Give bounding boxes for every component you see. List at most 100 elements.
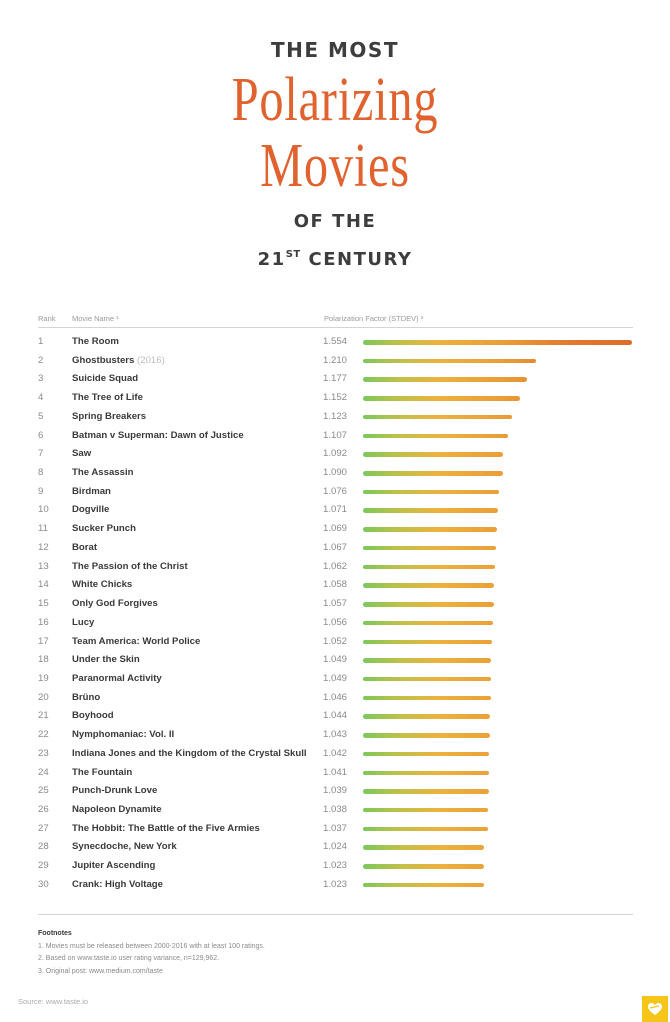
polarization-value-cell: 1.057 xyxy=(323,598,348,610)
footnote-3: 3. Original post: www.medium.com/taste xyxy=(38,967,163,975)
bar-track xyxy=(363,414,512,420)
table-row: 13 The Passion of the Christ 1.062 xyxy=(38,558,638,577)
rank-cell: 12 xyxy=(38,541,49,553)
rank-cell: 8 xyxy=(38,467,44,479)
rank-cell: 26 xyxy=(38,803,49,815)
century-word: CENTURY xyxy=(308,249,413,270)
table-row: 9 Birdman 1.076 xyxy=(38,483,638,502)
polarization-value-cell: 1.210 xyxy=(323,354,348,366)
table-row: 17 Team America: World Police 1.052 xyxy=(38,633,638,652)
rank-cell: 20 xyxy=(38,691,49,703)
bar-track xyxy=(363,733,490,738)
bar-track xyxy=(363,471,503,476)
rank-cell: 17 xyxy=(38,635,49,647)
rank-cell: 15 xyxy=(38,598,49,610)
rank-cell: 3 xyxy=(38,373,44,385)
bar-track xyxy=(363,882,485,888)
polarization-bar xyxy=(363,433,508,439)
polarization-bar xyxy=(363,602,494,607)
rank-cell: 16 xyxy=(38,616,49,628)
heart-logo-icon xyxy=(642,996,668,1022)
footnote-2: 2. Based on www.taste.io user rating var… xyxy=(38,955,220,962)
title-line-polarizing: Polarizing xyxy=(231,66,439,134)
movie-title: Birdman xyxy=(72,485,111,497)
bar-track xyxy=(363,433,508,439)
polarization-bar xyxy=(363,845,485,850)
bar-track xyxy=(363,602,494,607)
movie-title: Napoleon Dynamite xyxy=(72,803,162,815)
polarization-bar xyxy=(363,545,497,551)
polarization-bar xyxy=(363,620,494,626)
polarization-bar xyxy=(363,452,504,457)
bar-track xyxy=(363,527,497,532)
rank-cell: 10 xyxy=(38,504,49,516)
table-row: 18 Under the Skin 1.049 xyxy=(38,651,638,670)
header-rank: Rank xyxy=(38,314,56,323)
rank-cell: 6 xyxy=(38,429,44,441)
movie-name-cell: The Passion of the Christ xyxy=(72,558,188,577)
movie-title: Suicide Squad xyxy=(72,373,139,385)
rank-cell: 23 xyxy=(38,747,49,759)
polarization-bar xyxy=(363,882,485,888)
table-row: 7 Saw 1.092 xyxy=(38,445,638,464)
polarization-value-cell: 1.023 xyxy=(323,860,348,872)
rank-cell: 4 xyxy=(38,392,44,404)
movie-name-cell: The Assassin xyxy=(72,464,134,483)
title-line-century: 21ST CENTURY xyxy=(0,243,670,272)
polarization-value-cell: 1.039 xyxy=(323,785,348,797)
title-line-of-the: OF THE xyxy=(293,211,377,232)
polarization-value-cell: 1.037 xyxy=(323,822,348,834)
polarization-value-cell: 1.058 xyxy=(323,579,348,591)
polarization-bar xyxy=(363,676,492,682)
table-row: 2 Ghostbusters (2016) 1.210 xyxy=(38,352,638,371)
bar-track xyxy=(363,340,633,345)
polarization-bar xyxy=(363,377,528,382)
movie-name-cell: Nymphomaniac: Vol. II xyxy=(72,726,174,745)
polarization-value-cell: 1.056 xyxy=(323,616,348,628)
bar-track xyxy=(363,658,492,663)
heart-glyph-icon xyxy=(648,1003,662,1015)
polarization-bar xyxy=(363,658,492,663)
polarization-bar xyxy=(363,358,537,364)
table-row: 4 The Tree of Life 1.152 xyxy=(38,389,638,408)
rank-cell: 9 xyxy=(38,485,44,497)
source-credit: Source: www.taste.io xyxy=(18,997,89,1006)
table-header: Rank Movie Name ¹ Polarization Factor (S… xyxy=(38,312,633,330)
movie-name-cell: Ghostbusters (2016) xyxy=(72,352,165,371)
table-row: 19 Paranormal Activity 1.049 xyxy=(38,670,638,689)
rank-cell: 7 xyxy=(38,448,44,460)
movie-title: Synecdoche, New York xyxy=(72,841,177,853)
polarization-value-cell: 1.177 xyxy=(323,373,348,385)
polarization-bar xyxy=(363,733,490,738)
movie-title: Sucker Punch xyxy=(72,523,136,535)
infographic-title: THE MOST Polarizing Movies OF THE 21ST C… xyxy=(0,38,670,272)
movie-name-cell: Batman v Superman: Dawn of Justice xyxy=(72,427,244,446)
bar-track xyxy=(363,807,489,813)
polarization-value-cell: 1.049 xyxy=(323,654,348,666)
rank-cell: 24 xyxy=(38,766,49,778)
movie-name-cell: Punch-Drunk Love xyxy=(72,782,157,801)
movie-name-cell: The Hobbit: The Battle of the Five Armie… xyxy=(72,820,260,839)
movie-title: Ghostbusters xyxy=(72,354,135,366)
movie-title: White Chicks xyxy=(72,579,133,591)
header-movie-name: Movie Name ¹ xyxy=(72,314,119,323)
polarization-value-cell: 1.038 xyxy=(323,803,348,815)
polarization-value-cell: 1.062 xyxy=(323,560,348,572)
table-row: 22 Nymphomaniac: Vol. II 1.043 xyxy=(38,726,638,745)
table-row: 6 Batman v Superman: Dawn of Justice 1.107 xyxy=(38,427,638,446)
table-row: 1 The Room 1.554 xyxy=(38,333,638,352)
movie-name-cell: The Room xyxy=(72,333,119,352)
polarization-value-cell: 1.554 xyxy=(323,336,348,347)
movie-title: Dogville xyxy=(72,504,110,516)
polarization-value-cell: 1.042 xyxy=(323,747,348,759)
table-row: 20 Brüno 1.046 xyxy=(38,689,638,708)
movie-name-cell: Dogville xyxy=(72,501,109,520)
footer-divider xyxy=(38,914,633,915)
movie-name-cell: Paranormal Activity xyxy=(72,670,162,689)
movie-title: The Hobbit: The Battle of the Five Armie… xyxy=(72,822,260,834)
bar-track xyxy=(363,770,490,776)
polarization-bar xyxy=(363,564,495,570)
polarization-bar xyxy=(363,583,494,588)
movie-title: Jupiter Ascending xyxy=(72,860,156,872)
rank-cell: 28 xyxy=(38,841,49,853)
